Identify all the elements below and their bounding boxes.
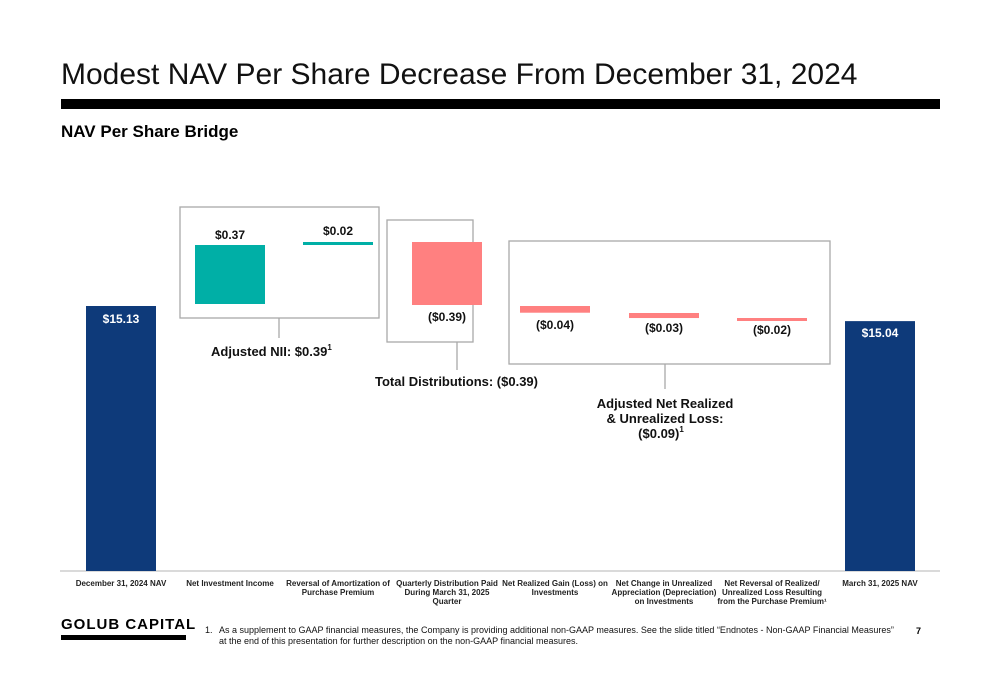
x-tick-label-7: March 31, 2025 NAV xyxy=(842,579,918,588)
group-annotation-adjusted-nii: Adjusted NII: $0.391 xyxy=(211,343,332,359)
x-tick-label-6: Net Reversal of Realized/ Unrealized Los… xyxy=(717,579,827,606)
x-tick-label-0: December 31, 2024 NAV xyxy=(75,579,167,588)
data-label-4: ($0.04) xyxy=(536,318,574,332)
bar-net-realized-gain-loss xyxy=(520,306,590,313)
x-tick-label-3: Quarterly Distribution Paid During March… xyxy=(396,579,498,606)
group-box-realized-unrealized xyxy=(508,240,831,365)
bar-reversal-amortization xyxy=(303,242,373,245)
page-title: Modest NAV Per Share Decrease From Decem… xyxy=(61,58,858,91)
data-label-0: $15.13 xyxy=(103,312,140,326)
data-label-3: ($0.39) xyxy=(428,310,466,324)
group-annotation-distributions: Total Distributions: ($0.39) xyxy=(375,374,538,389)
bar-net-change-unrealized xyxy=(629,313,699,319)
footnote-number: 1. xyxy=(205,625,213,635)
data-label-5: ($0.03) xyxy=(645,321,683,335)
x-tick-label-5: Net Change in Unrealized Appreciation (D… xyxy=(611,579,717,606)
group-annotation-line-2: & Unrealized Loss: xyxy=(606,411,723,426)
footnote: 1. As a supplement to GAAP financial mea… xyxy=(205,625,895,647)
data-label-1: $0.37 xyxy=(215,228,245,242)
bar-quarterly-distribution xyxy=(412,242,482,305)
data-label-7: $15.04 xyxy=(862,326,899,340)
page-number: 7 xyxy=(916,626,922,636)
group-annotation-line-1: Adjusted Net Realized xyxy=(597,396,734,411)
x-tick-label-1: Net Investment Income xyxy=(186,579,274,588)
data-label-2: $0.02 xyxy=(323,224,353,238)
x-tick-label-2: Reversal of Amortization of Purchase Pre… xyxy=(286,579,390,597)
title-underline xyxy=(61,99,940,109)
footnote-text: As a supplement to GAAP financial measur… xyxy=(219,625,894,646)
bar-december-31-2024-nav xyxy=(86,306,156,571)
bar-net-reversal-purchase-premium xyxy=(737,318,807,321)
group-annotation-line-3: ($0.09)1 xyxy=(638,425,684,441)
x-tick-label-4: Net Realized Gain (Loss) on Investments xyxy=(502,579,608,597)
logo-underline xyxy=(61,635,186,640)
company-logo: GOLUB CAPITAL xyxy=(61,616,197,633)
bar-net-investment-income xyxy=(195,245,265,304)
bar-march-31-2025-nav xyxy=(845,321,915,571)
chart-subtitle: NAV Per Share Bridge xyxy=(61,122,239,141)
data-label-6: ($0.02) xyxy=(753,323,791,337)
